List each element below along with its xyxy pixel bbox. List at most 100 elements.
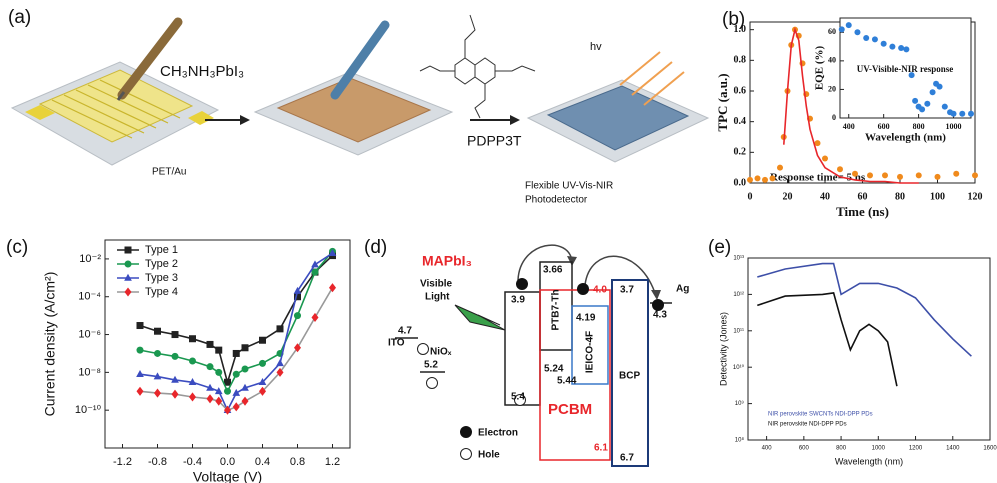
marker — [241, 383, 249, 391]
device-caption: Flexible UV-Vis-NIR — [525, 181, 613, 192]
marker — [136, 322, 144, 330]
marker — [171, 375, 179, 383]
marker — [837, 166, 843, 173]
light-label: hv — [590, 41, 602, 53]
x-tick-label: 400 — [762, 446, 773, 452]
marker — [936, 83, 943, 90]
y-tick-label: 10¹² — [733, 292, 744, 298]
panel-label: (e) — [708, 237, 731, 258]
marker — [136, 369, 144, 377]
marker — [747, 176, 753, 183]
y-tick-label: 0.6 — [734, 85, 747, 96]
y-axis-label: Detectivity (Jones) — [718, 312, 728, 386]
x-tick-label: 100 — [930, 191, 945, 202]
x-tick-label: 1.2 — [325, 456, 340, 468]
level: 3.66 — [543, 265, 563, 276]
marker — [206, 394, 214, 404]
marker — [929, 89, 936, 96]
y-tick-label: 10⁻¹⁰ — [75, 404, 102, 416]
legend-label: NIR perovskite NDI-DPP PDs — [768, 422, 847, 428]
marker — [276, 325, 284, 333]
legend-label: Electron — [478, 428, 518, 439]
marker — [871, 36, 878, 43]
x-tick-label: 20 — [783, 191, 793, 202]
y-tick-label: 0.2 — [734, 147, 747, 158]
level: 4.19 — [576, 313, 596, 324]
marker — [258, 378, 267, 386]
marker — [136, 346, 144, 354]
marker — [154, 349, 161, 357]
marker — [897, 173, 903, 180]
marker — [124, 246, 132, 254]
marker — [241, 396, 249, 406]
marker — [908, 72, 915, 79]
arrow — [470, 115, 520, 125]
light-arrows — [619, 51, 685, 106]
marker — [867, 172, 873, 179]
x-tick-label: 0 — [748, 191, 753, 202]
bcp-label: BCP — [619, 371, 640, 382]
marker — [224, 378, 231, 386]
energy-diagram — [395, 244, 672, 467]
marker — [972, 172, 978, 179]
marker — [215, 368, 223, 376]
x-tick-label: 40 — [820, 191, 830, 202]
marker — [912, 97, 919, 104]
y-tick-label: 10⁻² — [79, 253, 101, 265]
panel-label: (d) — [364, 237, 387, 258]
panel-label: (c) — [6, 237, 28, 258]
y-tick-label: 10¹³ — [733, 256, 744, 262]
perovskite-label: MAPbI₃ — [422, 253, 472, 269]
y-tick-label: 60 — [828, 27, 836, 36]
marker — [124, 273, 132, 281]
marker — [950, 110, 957, 117]
y-tick-label: 10⁹ — [735, 400, 745, 407]
y-tick-label: 40 — [828, 56, 836, 65]
marker — [232, 388, 241, 396]
x-tick-label: 1000 — [946, 122, 962, 131]
x-tick-label: 0.0 — [220, 456, 235, 468]
level: 3.9 — [511, 295, 525, 306]
marker — [863, 35, 870, 41]
marker — [259, 336, 266, 344]
y-tick-label: 0 — [832, 113, 836, 122]
marker — [968, 110, 974, 117]
marker — [898, 45, 905, 51]
x-tick-label: 80 — [895, 191, 905, 202]
marker — [241, 344, 249, 352]
marker — [189, 335, 196, 343]
marker — [754, 175, 761, 182]
marker — [276, 359, 284, 367]
marker — [924, 100, 931, 107]
marker — [903, 46, 910, 53]
marker — [276, 367, 284, 377]
light-label: Visible — [420, 279, 452, 290]
y-tick-label: 0.8 — [734, 55, 747, 66]
x-axis-label: Time (ns) — [836, 204, 889, 219]
marker — [206, 340, 214, 348]
marker — [822, 155, 828, 162]
marker — [959, 110, 966, 117]
series-line — [757, 292, 898, 387]
marker — [124, 287, 132, 297]
marker — [328, 249, 337, 257]
marker — [206, 383, 214, 391]
ieico-label: IEICO-4F — [585, 331, 596, 373]
marker — [124, 260, 132, 268]
legend-label: Hole — [478, 450, 500, 461]
y-tick-label: 10¹⁰ — [733, 364, 745, 371]
marker — [241, 365, 249, 373]
x-tick-label: 60 — [858, 191, 868, 202]
marker — [889, 43, 896, 50]
x-axis-label: Voltage (V) — [193, 469, 262, 483]
marker — [882, 172, 888, 179]
x-tick-label: -1.2 — [113, 456, 132, 468]
y-tick-label: 1.0 — [734, 24, 747, 35]
marker — [852, 170, 858, 177]
x-tick-label: 0.8 — [290, 456, 305, 468]
annotation: UV-Visible-NIR response — [857, 64, 954, 74]
level: 4.3 — [653, 310, 667, 321]
marker — [854, 29, 861, 36]
x-tick-label: 600 — [799, 446, 810, 452]
